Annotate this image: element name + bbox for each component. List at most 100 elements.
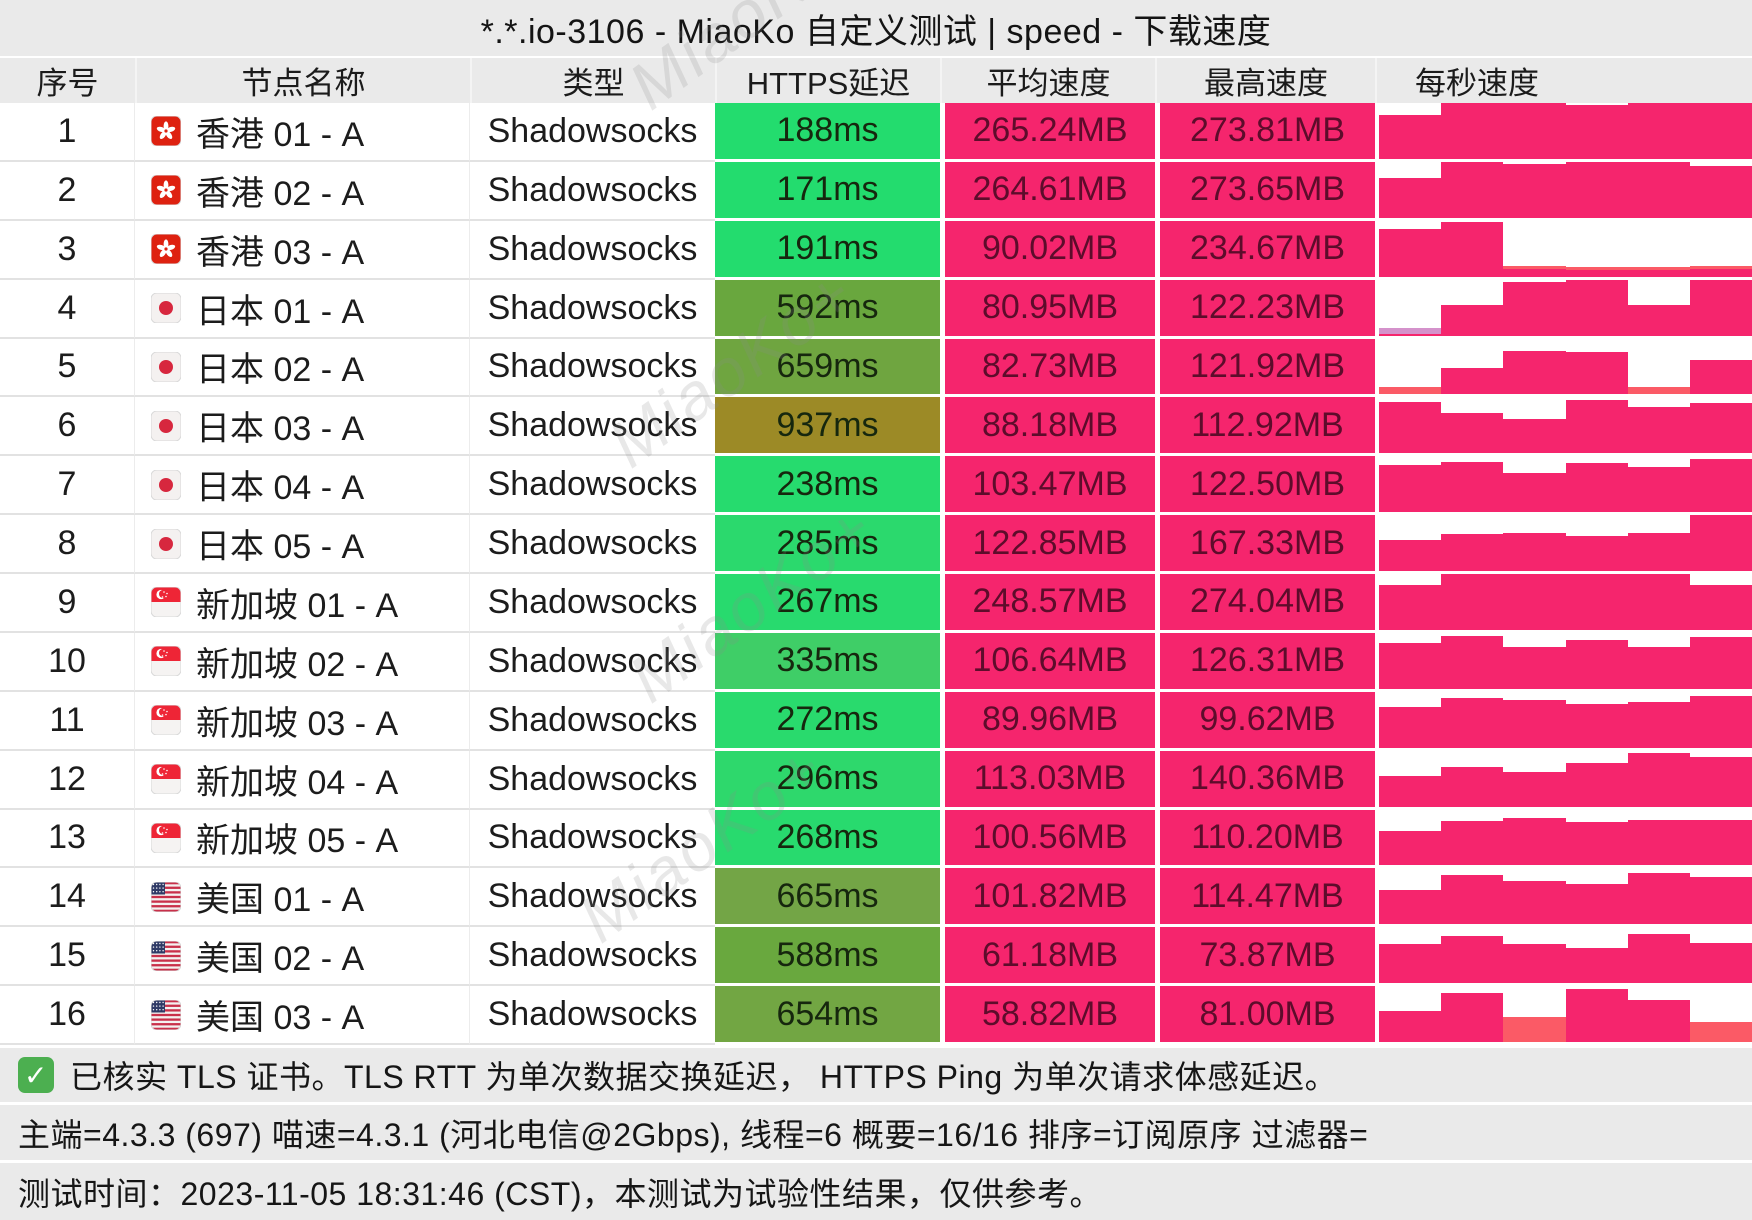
- per-second-speed-cell: [1375, 103, 1752, 162]
- flag-hk-icon: [151, 175, 181, 206]
- node-name-cell: 新加坡 01 - A: [135, 574, 470, 633]
- spark-bar: [1565, 279, 1628, 336]
- speed-sparkline-chart: [1379, 751, 1752, 807]
- spark-bar: [1379, 456, 1442, 513]
- spark-segment: [1689, 819, 1752, 866]
- node-name-cell: 香港 02 - A: [135, 161, 470, 221]
- spark-bar: [1503, 986, 1566, 1042]
- avg-speed-cell: 264.61MB: [940, 161, 1155, 221]
- node-type-label: Shadowsocks: [470, 103, 715, 162]
- spark-segment: [1503, 103, 1566, 159]
- spark-segment: [1627, 267, 1690, 271]
- spark-segment: [1689, 103, 1752, 159]
- node-type-label: Shadowsocks: [470, 809, 715, 869]
- spark-segment: [1441, 635, 1504, 689]
- spark-segment: [1689, 637, 1752, 689]
- speed-sparkline-chart: [1379, 279, 1752, 336]
- spark-bar: [1503, 810, 1566, 866]
- row-index: 3: [0, 220, 135, 280]
- spark-bar: [1627, 103, 1690, 159]
- spark-segment: [1441, 367, 1504, 395]
- spark-segment: [1565, 884, 1628, 925]
- spark-bar: [1627, 810, 1690, 866]
- spark-bar: [1379, 927, 1442, 984]
- https-latency-cell: 659ms: [715, 338, 940, 398]
- node-name-label: 美国 02 - A: [196, 940, 365, 979]
- spark-bar: [1565, 515, 1628, 571]
- spark-segment: [1503, 266, 1566, 270]
- spark-bar: [1503, 751, 1566, 807]
- node-type-label: Shadowsocks: [470, 691, 715, 751]
- spark-bar: [1565, 633, 1628, 689]
- flag-sg-icon: [151, 705, 181, 736]
- table-row: 1 香港 01 - A Shadowsocks 188ms 265.24MB 2…: [0, 103, 1752, 162]
- flag-jp-icon: [151, 351, 181, 382]
- spark-segment: [1379, 889, 1442, 925]
- spark-segment: [1565, 762, 1628, 807]
- spark-bar: [1379, 397, 1442, 454]
- max-speed-cell: 81.00MB: [1155, 986, 1375, 1045]
- avg-speed-cell: 248.57MB: [940, 574, 1155, 633]
- spark-bar: [1565, 161, 1628, 218]
- flag-sg-icon: [151, 646, 181, 677]
- https-latency-cell: 937ms: [715, 397, 940, 457]
- spark-segment: [1379, 944, 1442, 984]
- spark-segment: [1503, 473, 1566, 513]
- spark-bar: [1689, 574, 1752, 630]
- spark-segment: [1565, 400, 1628, 454]
- max-speed-cell: 126.31MB: [1155, 632, 1375, 692]
- spark-segment: [1379, 585, 1442, 630]
- row-index: 15: [0, 927, 135, 987]
- spark-segment: [1565, 821, 1628, 866]
- spark-bar: [1503, 692, 1566, 748]
- max-speed-cell: 140.36MB: [1155, 750, 1375, 810]
- spark-bar: [1441, 515, 1504, 571]
- node-type-label: Shadowsocks: [470, 515, 715, 574]
- per-second-speed-cell: [1375, 397, 1752, 457]
- spark-segment: [1503, 944, 1566, 984]
- spark-segment: [1689, 459, 1752, 513]
- footer-test-time: 测试时间：2023-11-05 18:31:46 (CST)，本测试为试验性结果…: [0, 1160, 1752, 1220]
- spark-segment: [1379, 464, 1442, 513]
- table-row: 10 新加坡 02 - A Shadowsocks 335ms 106.64MB…: [0, 632, 1752, 692]
- spark-segment: [1441, 875, 1504, 925]
- spark-segment: [1503, 700, 1566, 748]
- spark-bar: [1503, 339, 1566, 395]
- https-latency-cell: 592ms: [715, 279, 940, 339]
- node-type-label: Shadowsocks: [470, 574, 715, 633]
- row-index: 10: [0, 632, 135, 692]
- spark-bar: [1441, 751, 1504, 807]
- spark-bar: [1379, 986, 1442, 1042]
- spark-segment: [1627, 103, 1690, 159]
- spark-segment: [1379, 540, 1442, 571]
- spark-segment: [1379, 327, 1442, 334]
- node-name-cell: 日本 02 - A: [135, 338, 470, 398]
- spark-bar: [1627, 339, 1690, 395]
- node-name-label: 日本 04 - A: [196, 469, 365, 508]
- https-latency-cell: 335ms: [715, 632, 940, 692]
- spark-bar: [1565, 986, 1628, 1042]
- spark-segment: [1565, 574, 1628, 630]
- flag-hk-icon: [151, 234, 181, 265]
- spark-segment: [1627, 270, 1690, 277]
- speed-sparkline-chart: [1379, 221, 1752, 277]
- spark-bar: [1565, 221, 1628, 277]
- col-header-avg-speed: 平均速度: [940, 58, 1155, 103]
- table-row: 13 新加坡 05 - A Shadowsocks 268ms 100.56MB…: [0, 809, 1752, 869]
- speed-sparkline-chart: [1379, 868, 1752, 925]
- table-body: 1 香港 01 - A Shadowsocks 188ms 265.24MB 2…: [0, 103, 1752, 1045]
- spark-bar: [1627, 692, 1690, 748]
- node-name-cell: 香港 01 - A: [135, 103, 470, 162]
- spark-segment: [1565, 988, 1628, 1042]
- node-name-cell: 新加坡 04 - A: [135, 750, 470, 810]
- per-second-speed-cell: [1375, 338, 1752, 398]
- row-index: 11: [0, 691, 135, 751]
- max-speed-cell: 112.92MB: [1155, 397, 1375, 457]
- avg-speed-cell: 89.96MB: [940, 691, 1155, 751]
- spark-segment: [1565, 351, 1628, 395]
- node-name-label: 新加坡 05 - A: [196, 822, 399, 861]
- node-name-cell: 日本 05 - A: [135, 515, 470, 574]
- spark-segment: [1627, 872, 1690, 925]
- per-second-speed-cell: [1375, 279, 1752, 339]
- spark-segment: [1565, 948, 1628, 984]
